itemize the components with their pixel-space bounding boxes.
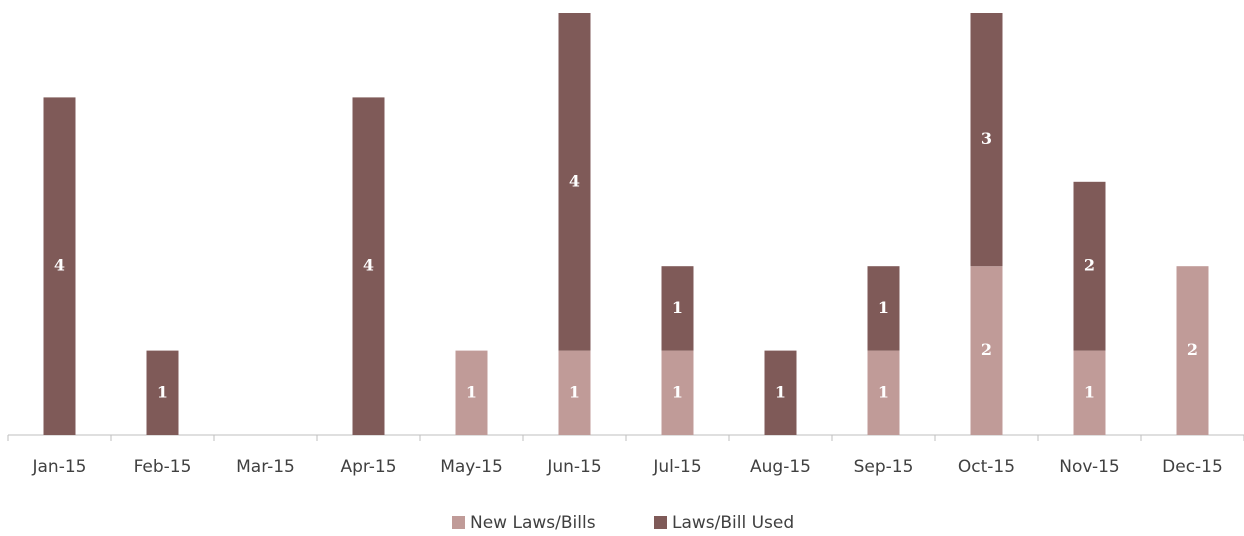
- x-tick-label: Nov-15: [1059, 457, 1120, 477]
- bar: [1176, 266, 1209, 435]
- value-label: 1: [466, 382, 477, 401]
- x-tick-label: Dec-15: [1162, 457, 1223, 477]
- x-tick-label: Feb-15: [134, 457, 192, 477]
- value-label: 4: [363, 256, 374, 275]
- value-label: 2: [1187, 340, 1198, 359]
- bar: [970, 13, 1003, 267]
- bar: [146, 350, 179, 435]
- x-tick-label: Aug-15: [750, 457, 811, 477]
- value-label: 1: [878, 382, 889, 401]
- value-label: 3: [981, 129, 992, 148]
- x-tick-label: Jun-15: [546, 457, 601, 477]
- bar: [970, 266, 1003, 435]
- value-label: 1: [672, 298, 683, 317]
- value-label: 1: [569, 382, 580, 401]
- bar: [352, 97, 385, 436]
- legend-label: New Laws/Bills: [470, 513, 596, 533]
- bar: [764, 350, 797, 435]
- x-tick-label: Sep-15: [854, 457, 914, 477]
- bar: [661, 350, 694, 435]
- value-label: 1: [878, 298, 889, 317]
- value-label: 2: [1084, 256, 1095, 275]
- bar: [558, 13, 591, 351]
- legend-swatch: [452, 516, 465, 529]
- x-tick-label: Jul-15: [652, 457, 701, 477]
- bar: [867, 350, 900, 435]
- value-label: 1: [1084, 382, 1095, 401]
- bar: [1073, 350, 1106, 435]
- bar: [455, 350, 488, 435]
- value-label: 4: [569, 171, 580, 190]
- value-label: 2: [981, 340, 992, 359]
- bar: [661, 266, 694, 351]
- x-tick-label: May-15: [440, 457, 503, 477]
- bar: [867, 266, 900, 351]
- value-label: 1: [157, 382, 168, 401]
- x-tick-label: Apr-15: [340, 457, 396, 477]
- legend-label: Laws/Bill Used: [672, 513, 794, 533]
- legend-swatch: [654, 516, 667, 529]
- value-label: 1: [672, 382, 683, 401]
- x-tick-label: Jan-15: [32, 457, 87, 477]
- x-tick-label: Oct-15: [958, 457, 1015, 477]
- value-label: 1: [775, 382, 786, 401]
- bar: [558, 350, 591, 435]
- bar: [1073, 181, 1106, 351]
- x-tick-label: Mar-15: [236, 457, 295, 477]
- value-label: 4: [54, 256, 65, 275]
- bar: [43, 97, 76, 436]
